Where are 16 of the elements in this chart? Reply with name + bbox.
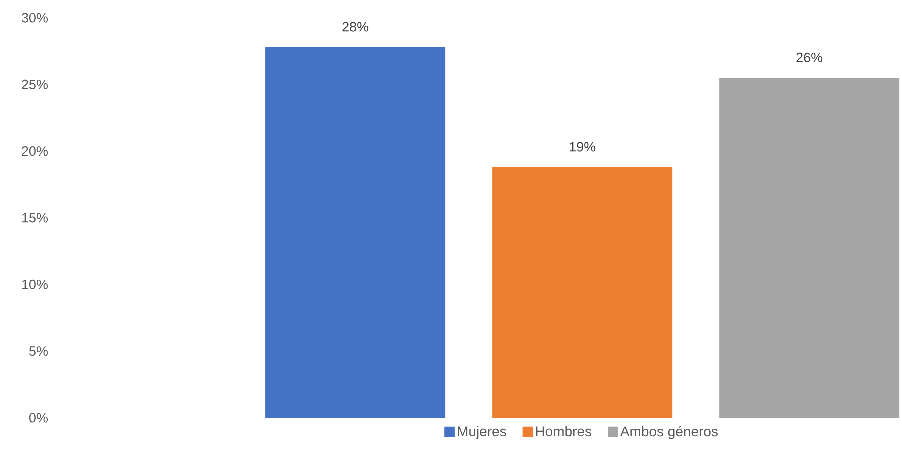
legend-label: Hombres — [536, 426, 592, 437]
y-tick-label: 0% — [29, 413, 48, 423]
y-tick-label: 15% — [22, 213, 48, 223]
y-tick-label: 5% — [29, 346, 48, 356]
legend-label: Mujeres — [458, 426, 506, 440]
data-label: 28% — [342, 22, 369, 32]
legend-label: Ambos géneros — [620, 426, 718, 440]
data-label: 19% — [570, 142, 596, 152]
y-tick-label: 25% — [22, 80, 48, 90]
bar — [720, 78, 900, 418]
bar — [492, 167, 673, 418]
y-tick-label: 10% — [22, 280, 48, 290]
bar — [266, 47, 446, 418]
data-label: 26% — [796, 52, 823, 62]
y-tick-label: 30% — [22, 13, 48, 23]
y-tick-label: 20% — [22, 146, 48, 156]
